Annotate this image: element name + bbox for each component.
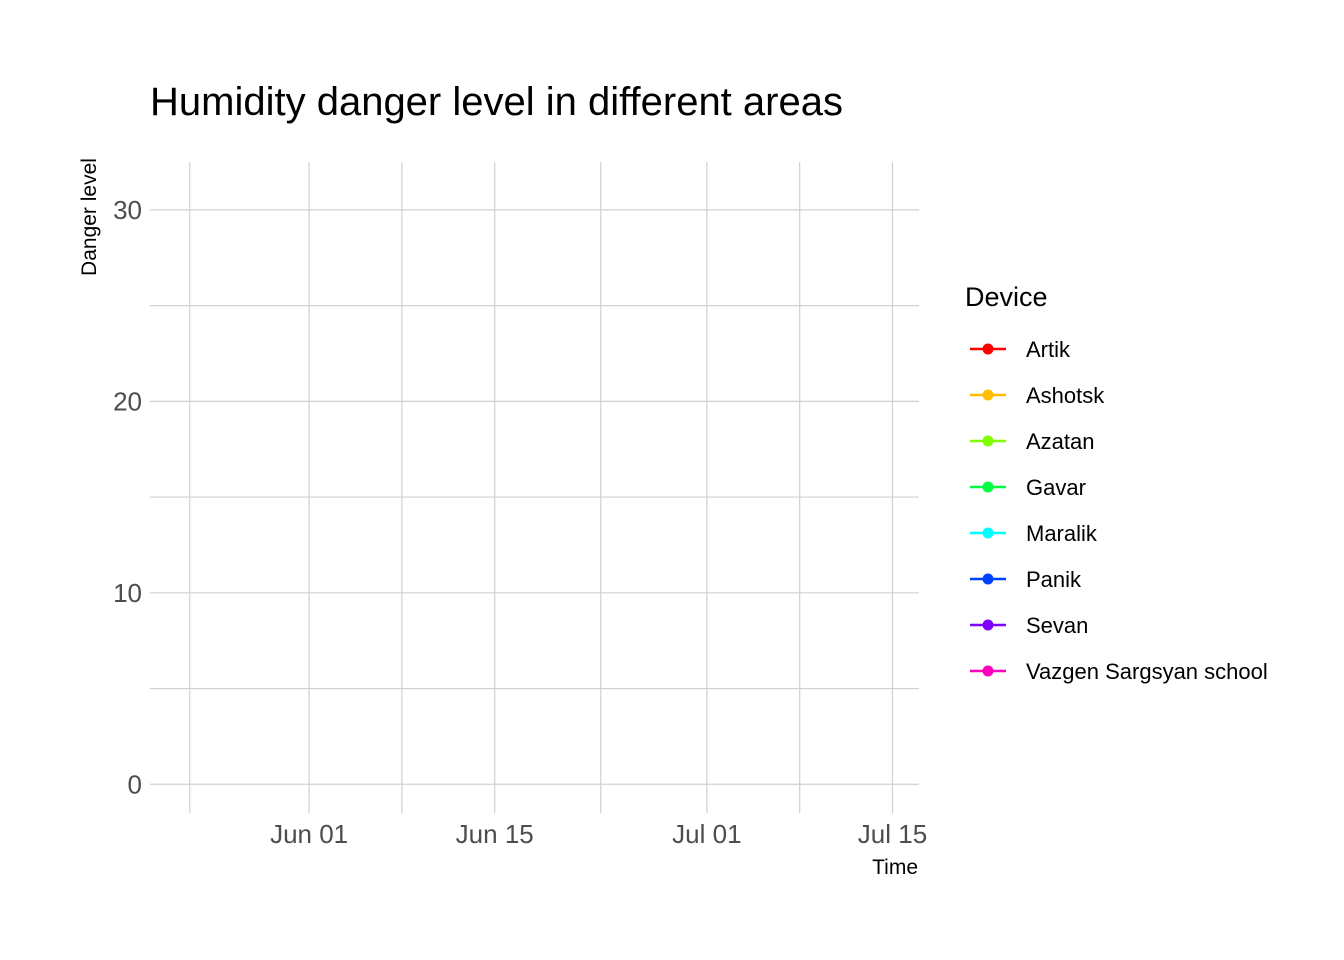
legend-label: Ashotsk (1026, 383, 1105, 408)
y-axis-title: Danger level (78, 158, 101, 276)
y-tick-labels: 0 10 20 30 (113, 195, 142, 799)
minor-gridlines (150, 162, 919, 813)
legend-item: Gavar (970, 475, 1086, 500)
legend-item: Azatan (970, 429, 1095, 454)
legend-item: Sevan (970, 613, 1088, 638)
legend-label: Artik (1026, 337, 1071, 362)
legend-key-point (982, 343, 994, 355)
legend-label: Azatan (1026, 429, 1095, 454)
legend-key-point (982, 665, 994, 677)
x-tick-label: Jul 01 (672, 819, 741, 849)
legend-key-point (982, 481, 994, 493)
major-gridlines (150, 162, 919, 813)
x-tick-label: Jun 01 (270, 819, 348, 849)
legend-label: Gavar (1026, 475, 1086, 500)
x-tick-label: Jun 15 (456, 819, 534, 849)
legend-key-point (982, 527, 994, 539)
x-tick-label: Jul 15 (858, 819, 927, 849)
x-tick-labels: Jun 01 Jun 15 Jul 01 Jul 15 (270, 819, 927, 849)
legend-item: Vazgen Sargsyan school (970, 659, 1268, 684)
legend-item: Ashotsk (970, 383, 1105, 408)
legend-item: Artik (970, 337, 1071, 362)
legend-items: Artik Ashotsk Azatan Gavar Maralik Panik Sevan… (970, 337, 1268, 684)
legend-label: Panik (1026, 567, 1082, 592)
y-tick-label: 20 (113, 386, 142, 416)
y-tick-label: 0 (128, 769, 142, 799)
y-tick-label: 30 (113, 195, 142, 225)
legend-key-point (982, 573, 994, 585)
legend-label: Vazgen Sargsyan school (1026, 659, 1268, 684)
y-tick-label: 10 (113, 578, 142, 608)
x-axis-title: Time (872, 856, 918, 879)
legend-key-point (982, 389, 994, 401)
legend-label: Sevan (1026, 613, 1088, 638)
legend-key-point (982, 435, 994, 447)
legend: Device Artik Ashotsk Azatan Gavar Maralik Pan… (965, 282, 1268, 684)
legend-label: Maralik (1026, 521, 1098, 546)
legend-title: Device (965, 282, 1048, 312)
chart-title: Humidity danger level in different areas (150, 80, 843, 124)
legend-item: Maralik (970, 521, 1098, 546)
legend-key-point (982, 619, 994, 631)
legend-item: Panik (970, 567, 1082, 592)
